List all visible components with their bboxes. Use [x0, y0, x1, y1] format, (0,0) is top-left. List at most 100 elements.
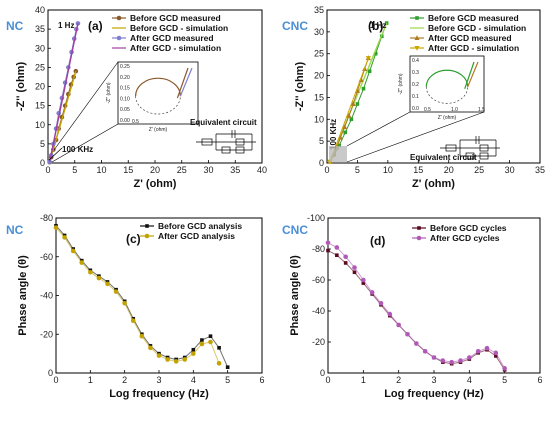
- data-point: [208, 339, 213, 345]
- x-tick-label: 35: [535, 165, 545, 175]
- data-point: [208, 334, 213, 338]
- x-axis-label: Log frequency (Hz): [384, 388, 484, 400]
- inset-y-label: -Z'' (ohm): [106, 82, 112, 103]
- inset-y-tick: 0.4: [412, 58, 419, 64]
- legend-label: After GCD - simulation: [428, 43, 519, 53]
- inset-y-tick: 0.0: [412, 106, 419, 112]
- data-point: [414, 341, 419, 346]
- data-point: [122, 300, 127, 306]
- data-point: [165, 357, 170, 362]
- series-line: [48, 71, 77, 163]
- y-axis-label: Phase angle (θ): [289, 255, 301, 336]
- circuit-label: Equivalent circuit: [410, 153, 477, 162]
- legend-label: After GCD measured: [130, 33, 214, 43]
- legend-swatch-marker: [415, 16, 419, 20]
- inset-arc-dashed: [425, 86, 469, 104]
- data-point: [199, 341, 205, 347]
- data-point: [502, 366, 507, 371]
- data-point: [361, 86, 366, 91]
- chart-panel-3: 0 1 2 3 4 5 6 0 -20 -40 -60 -80 Log frequency (Hz) Ph…: [6, 213, 265, 400]
- data-point: [387, 311, 393, 317]
- data-point: [484, 345, 490, 351]
- legend-entry: After GCD - simulation: [112, 43, 221, 53]
- legend-entry: After GCD - simulation: [410, 43, 519, 53]
- inset-x-tick: 0.5: [424, 107, 431, 113]
- series-2: [325, 240, 507, 371]
- y-tick-label: 15: [314, 92, 324, 102]
- inset-tail: [176, 67, 189, 99]
- chart-panel-1: 0 5 10 15 20 25 30 35 40 0 5 10 15 20 25 30 35 40 Z' (ohm)…: [6, 5, 267, 190]
- y-tick-label: 0: [319, 158, 324, 168]
- x-tick-label: 15: [413, 165, 423, 175]
- data-point: [494, 354, 498, 358]
- data-point: [367, 69, 372, 73]
- data-point: [467, 355, 472, 360]
- panel-label: (b): [368, 19, 383, 33]
- y-tick-label: -80: [312, 244, 325, 254]
- annotation-100khz: 100 KHz: [62, 145, 93, 154]
- y-tick-label: 30: [35, 43, 45, 53]
- data-point: [350, 101, 356, 106]
- legend-label: Before GCD - simulation: [428, 23, 526, 33]
- plot-frame: [326, 9, 541, 164]
- data-point: [130, 318, 136, 323]
- data-point: [361, 281, 366, 285]
- data-point: [191, 347, 196, 352]
- legend-label: Before GCD cycles: [430, 223, 507, 233]
- legend-entry: After GCD cycles: [412, 233, 500, 243]
- annotation-1hz: 1 Hz: [58, 21, 74, 30]
- x-tick-label: 35: [230, 165, 240, 175]
- y-tick-label: 0: [320, 368, 325, 378]
- y-axis-label: -Z'' (ohm): [15, 62, 27, 112]
- data-point: [337, 143, 341, 148]
- y-tick-label: -20: [312, 337, 325, 347]
- x-tick-label: 15: [123, 165, 133, 175]
- inset-tail: [467, 61, 479, 88]
- data-point: [225, 365, 230, 369]
- inset-tail: [179, 67, 193, 97]
- data-point: [422, 349, 428, 354]
- inset-y-tick: 0.00: [120, 118, 130, 124]
- panel-label: (c): [126, 232, 141, 246]
- data-point: [217, 346, 221, 350]
- sample-tag: NC: [6, 223, 24, 237]
- data-point: [148, 345, 153, 351]
- legend-swatch-marker: [116, 35, 122, 41]
- data-point: [105, 281, 110, 287]
- data-point: [352, 270, 357, 275]
- inset-y-tick: 0.3: [412, 70, 419, 76]
- annotation-pointer: [48, 147, 63, 161]
- data-point: [326, 248, 330, 253]
- x-tick-label: 20: [150, 165, 160, 175]
- inset-y-tick: 0.10: [120, 96, 130, 102]
- x-tick-label: 3: [156, 375, 161, 385]
- x-tick-label: 4: [191, 375, 196, 385]
- inset: Z' (ohm) -Z'' (ohm) 0.4 0.3 0.2 0.1 0.0 0.5 1.0 1…: [346, 55, 485, 163]
- data-point: [139, 333, 145, 339]
- legend-label: After GCD cycles: [430, 233, 500, 243]
- y-tick-label: 25: [35, 62, 45, 72]
- legend-label: Before GCD measured: [130, 13, 221, 23]
- x-tick-label: 0: [45, 165, 50, 175]
- series-2: [53, 225, 222, 366]
- legend-label: Before GCD analysis: [158, 221, 242, 231]
- x-tick-label: 4: [467, 375, 472, 385]
- x-tick-label: 5: [502, 375, 507, 385]
- inset-connector: [51, 123, 119, 163]
- inset-connector: [346, 111, 485, 163]
- legend-entry: Before GCD analysis: [140, 221, 242, 231]
- sample-tag: CNC: [282, 223, 308, 237]
- x-tick-label: 6: [537, 375, 542, 385]
- inset-x-tick: 0.5: [132, 119, 139, 125]
- x-axis-label: Z' (ohm): [134, 178, 177, 190]
- circuit-label: Equivalent circuit: [190, 118, 257, 127]
- inset-arc: [425, 69, 469, 87]
- data-point: [373, 51, 378, 56]
- annotation-1hz: 1 Hz: [370, 21, 386, 30]
- legend-swatch-marker: [414, 46, 420, 51]
- inset-connector: [346, 111, 411, 147]
- data-point: [361, 277, 366, 283]
- data-point: [493, 350, 499, 356]
- series-1: [54, 223, 230, 369]
- y-axis-label: -Z'' (ohm): [294, 62, 306, 112]
